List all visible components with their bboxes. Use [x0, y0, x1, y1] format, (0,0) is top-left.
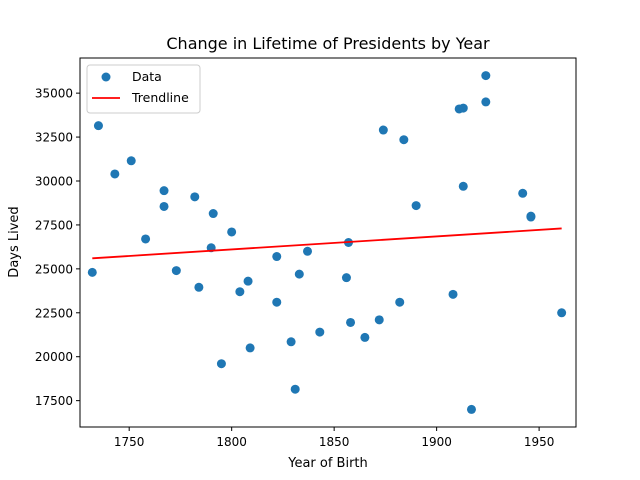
- data-point-32: [411, 201, 421, 211]
- data-point-36: [458, 181, 468, 191]
- data-point-43: [557, 308, 567, 318]
- legend: Data Trendline: [86, 64, 201, 114]
- data-point-26: [346, 317, 356, 327]
- data-layer: [87, 71, 567, 414]
- data-point-18: [272, 297, 282, 307]
- chart-title: Change in Lifetime of Presidents by Year: [166, 34, 490, 53]
- data-point-4: [141, 234, 151, 244]
- legend-label-data: Data: [132, 69, 162, 84]
- y-tick-label-3: 25000: [35, 262, 73, 276]
- y-tick-label-7: 35000: [35, 87, 73, 101]
- y-tick-label-5: 30000: [35, 175, 73, 189]
- x-tick-label-1: 1800: [216, 435, 247, 449]
- y-tick-label-4: 27500: [35, 218, 73, 232]
- data-point-37: [466, 404, 476, 414]
- data-point-30: [395, 297, 405, 307]
- data-point-6: [159, 201, 169, 211]
- data-point-39: [481, 97, 491, 107]
- data-point-35: [458, 103, 468, 113]
- data-point-42: [526, 211, 536, 221]
- data-point-8: [190, 192, 200, 202]
- data-point-12: [216, 359, 226, 369]
- y-tick-label-2: 22500: [35, 306, 73, 320]
- x-axis: 1750 1800 1850 1900 1950: [114, 427, 554, 449]
- legend-box: [86, 64, 201, 114]
- data-point-20: [290, 384, 300, 394]
- data-point-19: [286, 337, 296, 347]
- x-tick-label-0: 1750: [114, 435, 145, 449]
- x-tick-label-4: 1950: [524, 435, 555, 449]
- data-point-13: [227, 227, 237, 237]
- y-tick-label-1: 20000: [35, 350, 73, 364]
- data-point-5: [159, 186, 169, 196]
- data-point-3: [126, 156, 136, 166]
- data-point-17: [272, 252, 282, 262]
- data-point-27: [360, 332, 370, 342]
- x-tick-label-2: 1850: [319, 435, 350, 449]
- data-point-16: [245, 343, 255, 353]
- data-point-24: [341, 273, 351, 283]
- x-tick-label-3: 1900: [421, 435, 452, 449]
- data-point-38: [481, 71, 491, 81]
- data-point-40: [518, 188, 528, 198]
- data-point-14: [235, 287, 245, 297]
- data-point-22: [303, 246, 313, 256]
- data-point-29: [378, 125, 388, 135]
- legend-label-trendline: Trendline: [131, 90, 189, 105]
- data-point-9: [194, 282, 204, 292]
- trendline: [92, 227, 562, 260]
- legend-marker-data: [101, 72, 111, 82]
- data-point-33: [448, 289, 458, 299]
- data-point-15: [243, 276, 253, 286]
- x-axis-label: Year of Birth: [287, 456, 368, 471]
- y-tick-label-6: 32500: [35, 131, 73, 145]
- data-point-7: [171, 266, 181, 276]
- data-point-1: [93, 121, 103, 131]
- data-point-21: [294, 269, 304, 279]
- y-axis-label: Days Lived: [7, 206, 22, 277]
- data-point-31: [399, 135, 409, 145]
- y-tick-label-0: 17500: [35, 394, 73, 408]
- data-point-28: [374, 315, 384, 325]
- data-point-11: [208, 209, 218, 219]
- y-axis: 17500 20000 22500 25000 27500 30000 32500 35000: [35, 87, 80, 408]
- data-point-2: [110, 169, 120, 179]
- data-point-23: [315, 327, 325, 337]
- data-point-0: [87, 267, 97, 277]
